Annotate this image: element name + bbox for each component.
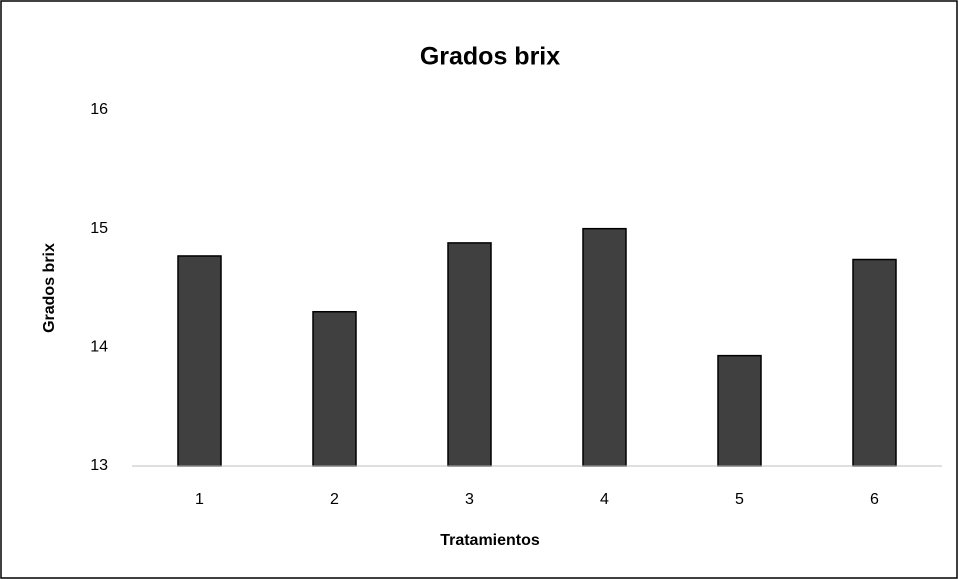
x-tick-label: 6: [870, 491, 879, 508]
bar: [582, 227, 627, 467]
y-axis-title: Grados brix: [41, 243, 58, 333]
x-tick-label: 1: [195, 491, 204, 508]
bar: [717, 354, 762, 467]
x-tick-label: 4: [600, 491, 609, 508]
y-tick-label: 13: [90, 457, 108, 474]
bar: [312, 310, 357, 467]
x-tick-label: 2: [330, 491, 339, 508]
x-tick-label: 5: [735, 491, 744, 508]
x-axis-title: Tratamientos: [440, 532, 540, 549]
chart-title: Grados brix: [420, 43, 560, 71]
bar: [852, 258, 897, 467]
bar: [447, 242, 492, 467]
y-tick-label: 15: [90, 220, 108, 237]
y-tick-label: 14: [90, 339, 108, 356]
y-tick-label: 16: [90, 101, 108, 118]
x-tick-label: 3: [465, 491, 474, 508]
bar: [177, 255, 222, 467]
